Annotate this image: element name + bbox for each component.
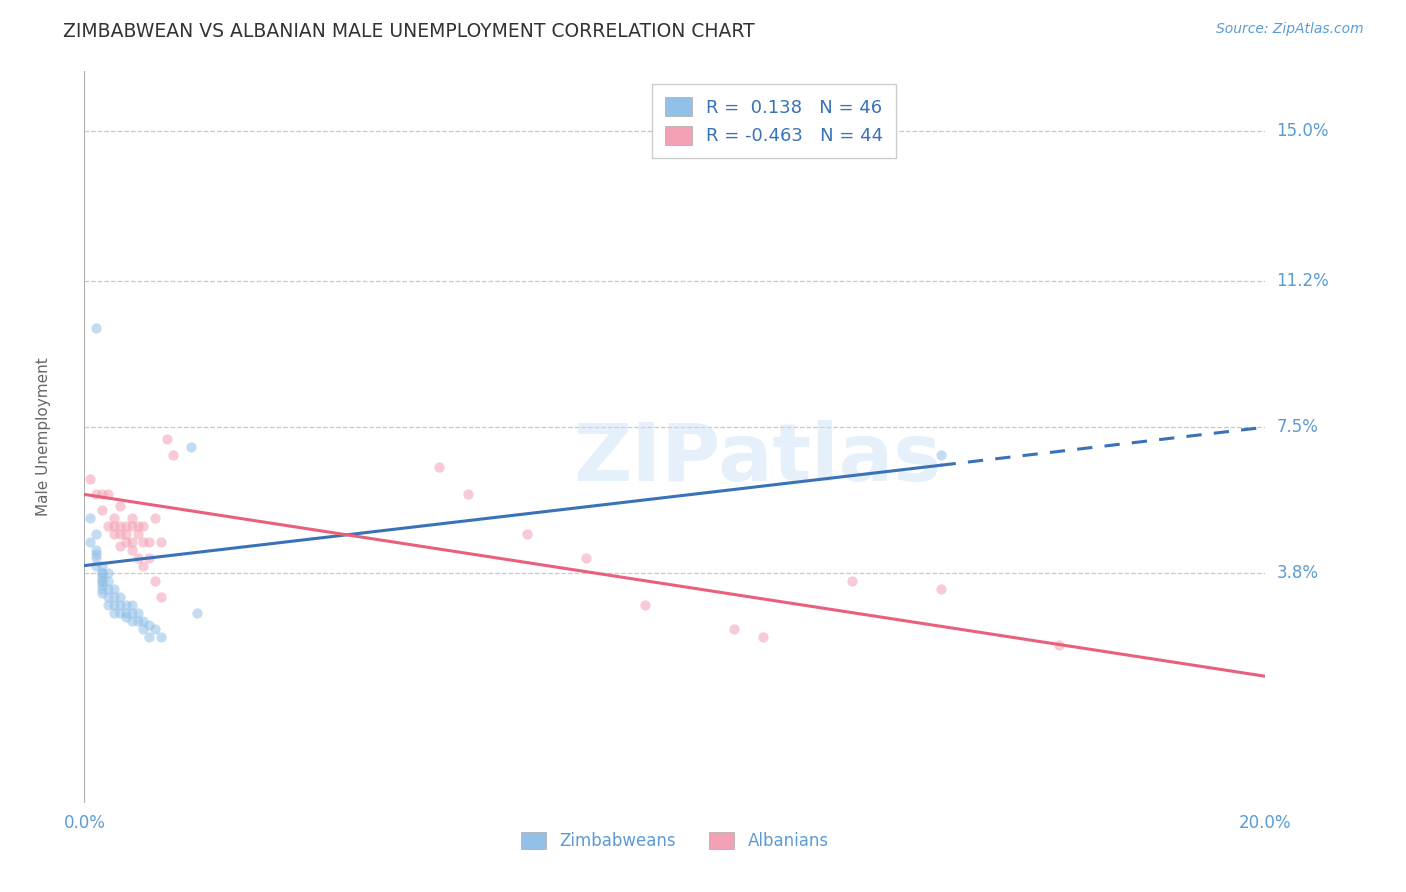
Point (108, 606, 131, 620)
Point (121, 511, 143, 525)
Point (143, 574, 166, 589)
Point (91, 503, 114, 517)
Point (752, 630, 775, 644)
Point (143, 511, 166, 525)
Point (114, 606, 136, 620)
Point (634, 598, 657, 612)
Point (97, 598, 120, 612)
Point (150, 534, 173, 549)
Point (97, 582, 120, 597)
Point (97, 487, 120, 501)
Point (841, 574, 863, 589)
Point (84, 527, 107, 541)
Point (138, 630, 160, 644)
Point (103, 591, 125, 605)
Point (114, 598, 136, 612)
Point (138, 550, 160, 565)
Point (108, 519, 131, 533)
Point (91, 574, 114, 589)
Point (84, 558, 107, 573)
Point (103, 519, 125, 533)
Point (127, 614, 149, 628)
Point (121, 534, 143, 549)
Point (84, 321, 107, 335)
Point (97, 519, 120, 533)
Point (91, 574, 114, 589)
Point (91, 558, 114, 573)
Point (103, 598, 125, 612)
Point (108, 598, 131, 612)
Text: ZIMBABWEAN VS ALBANIAN MALE UNEMPLOYMENT CORRELATION CHART: ZIMBABWEAN VS ALBANIAN MALE UNEMPLOYMENT… (63, 22, 755, 41)
Point (150, 591, 173, 605)
Point (121, 598, 143, 612)
Point (929, 448, 952, 462)
Point (97, 566, 120, 581)
Point (180, 440, 202, 454)
Point (150, 630, 173, 644)
Point (103, 511, 125, 525)
Point (114, 534, 136, 549)
Point (121, 519, 143, 533)
Point (108, 527, 131, 541)
Point (132, 614, 155, 628)
Point (929, 582, 952, 597)
Point (91, 586, 114, 600)
Point (138, 618, 160, 632)
Point (121, 542, 143, 557)
Point (457, 487, 479, 501)
Point (103, 606, 125, 620)
Point (516, 527, 538, 541)
Point (132, 534, 155, 549)
Point (132, 622, 155, 636)
Point (108, 500, 131, 514)
Point (91, 570, 114, 584)
Text: Male Unemployment: Male Unemployment (35, 358, 51, 516)
Text: ZIPatlas: ZIPatlas (574, 420, 942, 498)
Point (186, 606, 208, 620)
Point (127, 606, 149, 620)
Point (84, 547, 107, 561)
Point (79, 511, 101, 525)
Point (1047, 638, 1070, 652)
Point (114, 519, 136, 533)
Text: 3.8%: 3.8% (1277, 565, 1319, 582)
Point (103, 582, 125, 597)
Point (143, 622, 166, 636)
Point (103, 527, 125, 541)
Point (91, 487, 114, 501)
Text: Source: ZipAtlas.com: Source: ZipAtlas.com (1216, 22, 1364, 37)
Point (84, 542, 107, 557)
Point (723, 622, 745, 636)
Point (127, 519, 149, 533)
Point (97, 574, 120, 589)
Text: 15.0%: 15.0% (1277, 121, 1329, 140)
Point (84, 550, 107, 565)
Point (97, 591, 120, 605)
Point (132, 558, 155, 573)
Point (108, 539, 131, 553)
Point (79, 534, 101, 549)
Point (108, 591, 131, 605)
Point (156, 432, 179, 446)
Point (132, 519, 155, 533)
Point (121, 614, 143, 628)
Point (121, 606, 143, 620)
Point (91, 566, 114, 581)
Text: 7.5%: 7.5% (1277, 418, 1319, 436)
Point (575, 550, 598, 565)
Point (114, 527, 136, 541)
Point (114, 610, 136, 624)
Point (162, 448, 184, 462)
Point (91, 582, 114, 597)
Point (127, 527, 149, 541)
Point (79, 472, 101, 486)
Point (427, 459, 450, 474)
Legend: Zimbabweans, Albanians: Zimbabweans, Albanians (515, 825, 835, 856)
Point (91, 578, 114, 592)
Point (91, 566, 114, 581)
Point (84, 487, 107, 501)
Point (138, 534, 160, 549)
Text: 11.2%: 11.2% (1277, 272, 1329, 290)
Point (127, 550, 149, 565)
